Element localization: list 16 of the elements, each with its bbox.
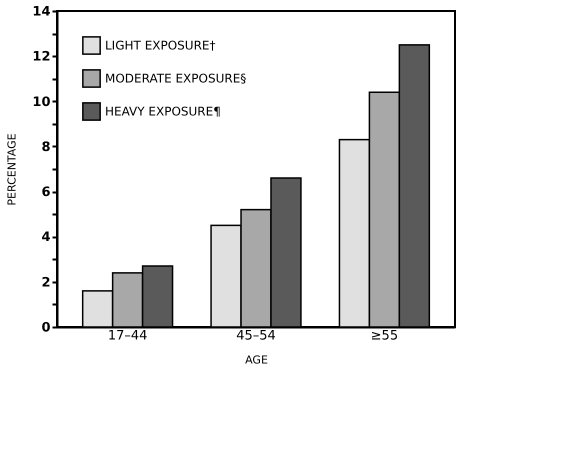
y-tick-label: 6 <box>41 185 50 200</box>
y-tick-label: 0 <box>41 320 50 336</box>
y-tick-label: 14 <box>32 4 50 20</box>
legend-label: LIGHT EXPOSURE† <box>105 38 216 52</box>
x-tick-label: 17–44 <box>108 328 148 344</box>
y-axis-title: PERCENTAGE <box>5 133 18 206</box>
legend-label: HEAVY EXPOSURE¶ <box>105 104 221 118</box>
x-axis-title: AGE <box>245 354 268 366</box>
y-tick-label: 10 <box>32 94 50 110</box>
y-tick-label: 8 <box>41 140 50 155</box>
x-tick-label: ≥55 <box>370 328 398 344</box>
y-tick-label: 4 <box>41 230 50 246</box>
legend-label: MODERATE EXPOSURE§ <box>105 72 246 86</box>
y-tick-label: 12 <box>32 50 50 65</box>
x-tick-label: 45–54 <box>236 328 276 344</box>
y-tick-label: 2 <box>41 275 50 290</box>
